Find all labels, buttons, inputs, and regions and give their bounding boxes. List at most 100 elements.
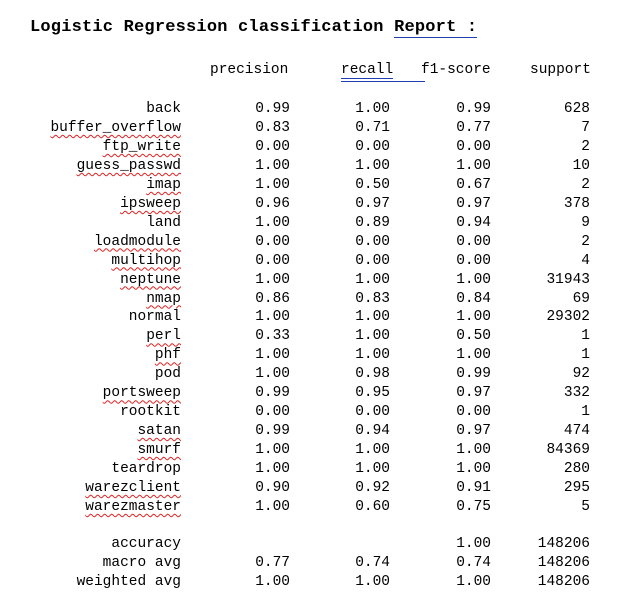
row-label: guess_passwd: [76, 157, 181, 174]
row-recall: 0.74: [355, 554, 390, 571]
row-support: 1: [581, 404, 590, 421]
table-row: rootkit 0.00 0.00 0.00 1: [0, 403, 623, 422]
row-support: 148206: [537, 536, 590, 552]
row-recall: 0.00: [355, 233, 390, 250]
row-f1-score: 0.00: [456, 252, 491, 269]
row-label: nmap: [146, 290, 181, 307]
table-row: loadmodule 0.00 0.00 0.00 2: [0, 233, 623, 252]
row-recall: 1.00: [355, 271, 390, 288]
table-row: multihop 0.00 0.00 0.00 4: [0, 252, 623, 271]
row-precision: 0.77: [255, 554, 290, 571]
row-support: 7: [581, 119, 590, 136]
row-f1-score: 0.00: [456, 138, 491, 155]
row-support: 280: [563, 461, 590, 478]
summary-row: weighted avg 1.00 1.00 1.00 148206: [0, 573, 623, 592]
row-f1-score: 1.00: [456, 461, 491, 478]
row-f1-score: 0.50: [456, 328, 491, 345]
row-label: back: [146, 101, 181, 117]
row-support: 2: [581, 138, 590, 155]
row-precision: 1.00: [255, 442, 290, 459]
table-row: perl 0.33 1.00 0.50 1: [0, 327, 623, 346]
row-precision: 0.86: [255, 290, 290, 307]
row-precision: 0.33: [255, 328, 290, 345]
row-f1-score: 0.74: [456, 554, 491, 571]
row-f1-score: 0.77: [456, 119, 491, 136]
row-f1-score: 0.00: [456, 404, 491, 421]
row-recall: 0.95: [355, 385, 390, 402]
row-f1-score: 0.75: [456, 498, 491, 515]
row-f1-score: 1.00: [456, 271, 491, 288]
row-support: 1: [581, 347, 590, 364]
row-support: 628: [563, 101, 590, 117]
row-f1-score: 1.00: [456, 347, 491, 364]
row-label: satan: [137, 423, 181, 440]
row-f1-score: 0.99: [456, 101, 491, 117]
row-precision: 1.00: [255, 271, 290, 288]
row-f1-score: 0.91: [456, 480, 491, 496]
row-label: neptune: [120, 271, 181, 288]
row-precision: 1.00: [255, 498, 290, 515]
table-row: guess_passwd 1.00 1.00 1.00 10: [0, 157, 623, 176]
row-support: 31943: [546, 271, 590, 288]
row-recall: 0.94: [355, 423, 390, 440]
row-label: ftp_write: [102, 138, 181, 155]
row-support: 332: [563, 385, 590, 402]
row-label: ipsweep: [120, 195, 181, 212]
row-recall: 0.50: [355, 176, 390, 193]
row-support: 2: [581, 233, 590, 250]
header-recall: recall: [341, 62, 394, 79]
row-recall: 0.89: [355, 214, 390, 231]
row-recall: 0.00: [355, 138, 390, 155]
row-recall: 1.00: [355, 573, 390, 590]
row-f1-score: 1.00: [456, 442, 491, 459]
row-label: imap: [146, 176, 181, 193]
row-precision: 1.00: [255, 309, 290, 326]
row-f1-score: 0.84: [456, 290, 491, 307]
row-f1-score: 0.00: [456, 233, 491, 250]
header-support: support: [530, 62, 591, 78]
row-precision: 0.99: [255, 385, 290, 402]
row-precision: 0.00: [255, 233, 290, 250]
row-label: perl: [146, 328, 181, 345]
row-f1-score: 0.67: [456, 176, 491, 193]
table-row: warezclient 0.90 0.92 0.91 295: [0, 479, 623, 498]
report-title: Logistic Regression classification Repor…: [30, 18, 478, 38]
row-f1-score: 1.00: [456, 309, 491, 326]
table-row: teardrop 1.00 1.00 1.00 280: [0, 460, 623, 479]
row-f1-score: 0.97: [456, 423, 491, 440]
row-recall: 0.60: [355, 498, 390, 515]
row-precision: 1.00: [255, 214, 290, 231]
report-title-prefix: Logistic Regression classification: [30, 18, 395, 37]
row-support: 295: [563, 480, 590, 496]
row-recall: 0.00: [355, 252, 390, 269]
row-support: 5: [581, 498, 590, 515]
row-f1-score: 0.97: [456, 385, 491, 402]
row-support: 474: [563, 423, 590, 440]
table-row: imap 1.00 0.50 0.67 2: [0, 176, 623, 195]
row-f1-score: 0.97: [456, 195, 491, 212]
row-label: phf: [154, 347, 181, 364]
table-row: satan 0.99 0.94 0.97 474: [0, 422, 623, 441]
row-f1-score: 1.00: [456, 536, 491, 552]
row-precision: 1.00: [255, 347, 290, 364]
row-label: buffer_overflow: [50, 119, 181, 136]
row-support: 29302: [546, 309, 590, 326]
row-label: portsweep: [102, 385, 181, 402]
header-f1-score: f1-score: [421, 62, 491, 78]
row-label: rootkit: [120, 404, 181, 421]
row-recall: 0.92: [355, 480, 390, 496]
row-label: accuracy: [111, 536, 181, 552]
row-label: warezclient: [85, 480, 181, 496]
row-recall: 0.97: [355, 195, 390, 212]
row-support: 1: [581, 328, 590, 345]
table-row: warezmaster 1.00 0.60 0.75 5: [0, 498, 623, 517]
row-label: weighted avg: [76, 573, 181, 590]
row-recall: 0.00: [355, 404, 390, 421]
row-precision: 0.00: [255, 404, 290, 421]
row-support: 4: [581, 252, 590, 269]
row-support: 92: [572, 366, 590, 383]
row-f1-score: 0.99: [456, 366, 491, 383]
table-row: neptune 1.00 1.00 1.00 31943: [0, 271, 623, 290]
row-precision: 0.96: [255, 195, 290, 212]
row-precision: 1.00: [255, 573, 290, 590]
